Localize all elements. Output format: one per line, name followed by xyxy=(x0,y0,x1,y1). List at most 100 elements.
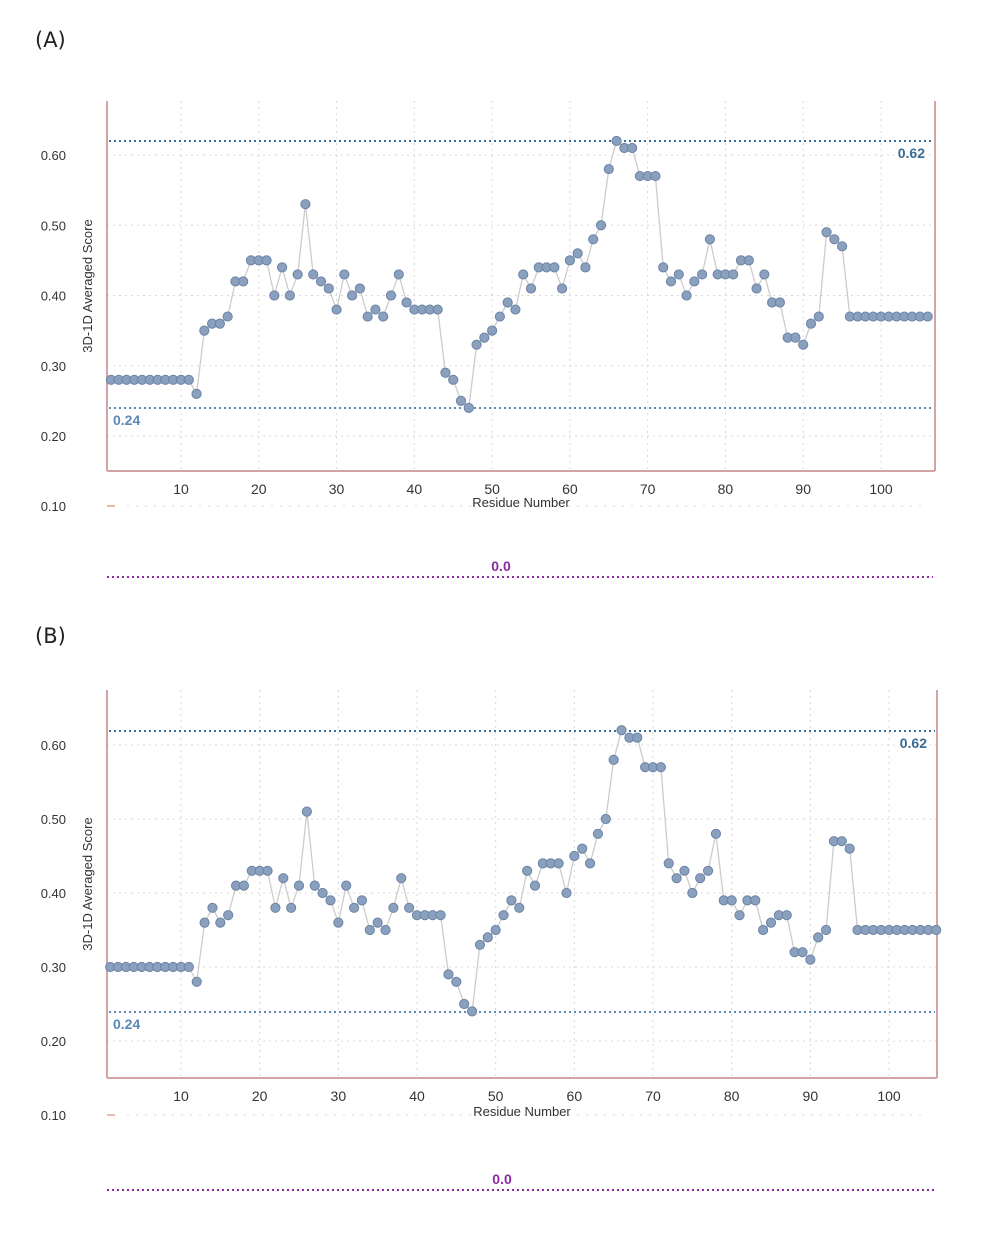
data-point xyxy=(490,924,501,936)
data-point xyxy=(401,297,412,308)
data-point xyxy=(323,283,334,294)
data-point xyxy=(448,374,459,385)
data-point xyxy=(600,813,611,825)
x-axis-title: Residue Number xyxy=(473,1104,571,1119)
y-tick-label: 0.40 xyxy=(41,886,66,901)
data-point xyxy=(689,276,700,287)
data-point xyxy=(790,332,801,343)
data-point xyxy=(347,290,358,301)
data-point xyxy=(595,220,607,231)
data-point xyxy=(687,887,698,899)
x-tick-label: 90 xyxy=(795,481,811,497)
x-tick-label: 30 xyxy=(329,481,345,497)
data-point xyxy=(270,902,281,913)
data-point xyxy=(665,276,677,287)
data-point xyxy=(695,873,706,884)
data-point xyxy=(380,924,391,936)
data-point xyxy=(702,865,714,876)
data-point xyxy=(308,269,319,280)
data-point xyxy=(378,311,389,322)
data-point xyxy=(797,947,808,958)
data-point xyxy=(435,910,446,921)
data-point xyxy=(734,910,745,921)
panel-label: (B) xyxy=(35,624,66,648)
data-point xyxy=(214,318,225,329)
x-tick-label: 10 xyxy=(173,1088,189,1104)
data-point xyxy=(199,325,210,336)
data-point xyxy=(183,961,194,973)
y-tick-label: 0.30 xyxy=(41,359,66,374)
data-point xyxy=(261,255,272,266)
x-tick-label: 40 xyxy=(407,481,423,497)
x-tick-label: 60 xyxy=(562,481,578,497)
reference-label: 0.62 xyxy=(900,735,927,751)
panel-b: (B) 0.10 0.20 0.30 0.40 0.50 0.60 10 20 30 40 50 60 7… xyxy=(35,624,942,1191)
y-axis-title: 3D-1D Averaged Score xyxy=(80,817,95,950)
data-point xyxy=(751,283,762,294)
data-point xyxy=(679,865,690,876)
data-point xyxy=(611,135,622,147)
data-point xyxy=(710,828,722,839)
data-point xyxy=(758,924,769,936)
data-point xyxy=(348,902,360,913)
data-point xyxy=(463,402,474,413)
data-point xyxy=(557,283,568,294)
x-tick-label: 50 xyxy=(484,481,500,497)
data-point xyxy=(455,395,467,406)
data-point xyxy=(284,290,295,301)
data-point xyxy=(292,269,303,280)
x-tick-label: 60 xyxy=(567,1088,583,1104)
data-point xyxy=(278,873,289,884)
data-point xyxy=(673,269,684,280)
data-point xyxy=(238,276,249,287)
data-point xyxy=(726,895,737,906)
data-point xyxy=(931,924,942,936)
data-point xyxy=(820,924,832,936)
data-point xyxy=(262,865,273,876)
data-point xyxy=(443,969,454,980)
data-point xyxy=(300,199,311,210)
x-tick-label: 80 xyxy=(718,481,734,497)
x-tick-label: 80 xyxy=(724,1088,740,1104)
data-point xyxy=(728,269,739,280)
data-point xyxy=(215,917,226,928)
data-point xyxy=(362,311,373,322)
data-point xyxy=(370,304,381,315)
data-point xyxy=(293,880,305,891)
data-point xyxy=(588,234,599,245)
data-point xyxy=(356,895,368,906)
x-tick-label: 40 xyxy=(409,1088,425,1104)
data-point xyxy=(286,902,297,913)
reference-label: 0.62 xyxy=(898,145,925,161)
data-point xyxy=(627,142,638,154)
data-point xyxy=(569,850,580,862)
reference-label-zero: 0.0 xyxy=(492,1171,512,1187)
x-axis-title: Residue Number xyxy=(472,495,570,510)
data-point xyxy=(199,917,210,928)
data-point xyxy=(922,311,933,322)
y-tick-label: 0.50 xyxy=(41,218,66,233)
y-tick-label: 0.60 xyxy=(41,738,66,753)
y-tick-label: 0.50 xyxy=(41,812,66,827)
data-point xyxy=(471,339,482,350)
data-point xyxy=(309,880,320,891)
data-point xyxy=(518,269,529,280)
data-point xyxy=(451,976,462,987)
data-point xyxy=(432,304,443,315)
data-point xyxy=(805,318,817,329)
data-point xyxy=(506,895,517,906)
data-point xyxy=(372,917,383,928)
data-point xyxy=(580,262,591,273)
data-point xyxy=(183,374,194,385)
data-point xyxy=(301,806,312,817)
reference-label-zero: 0.0 xyxy=(491,558,511,574)
data-point xyxy=(681,290,692,301)
data-point xyxy=(459,998,470,1010)
data-point xyxy=(502,297,513,308)
data-point xyxy=(269,290,280,301)
data-point xyxy=(207,902,218,913)
data-point xyxy=(658,262,669,273)
data-point xyxy=(750,895,761,906)
x-tick-label: 90 xyxy=(803,1088,819,1104)
data-point xyxy=(584,858,596,869)
